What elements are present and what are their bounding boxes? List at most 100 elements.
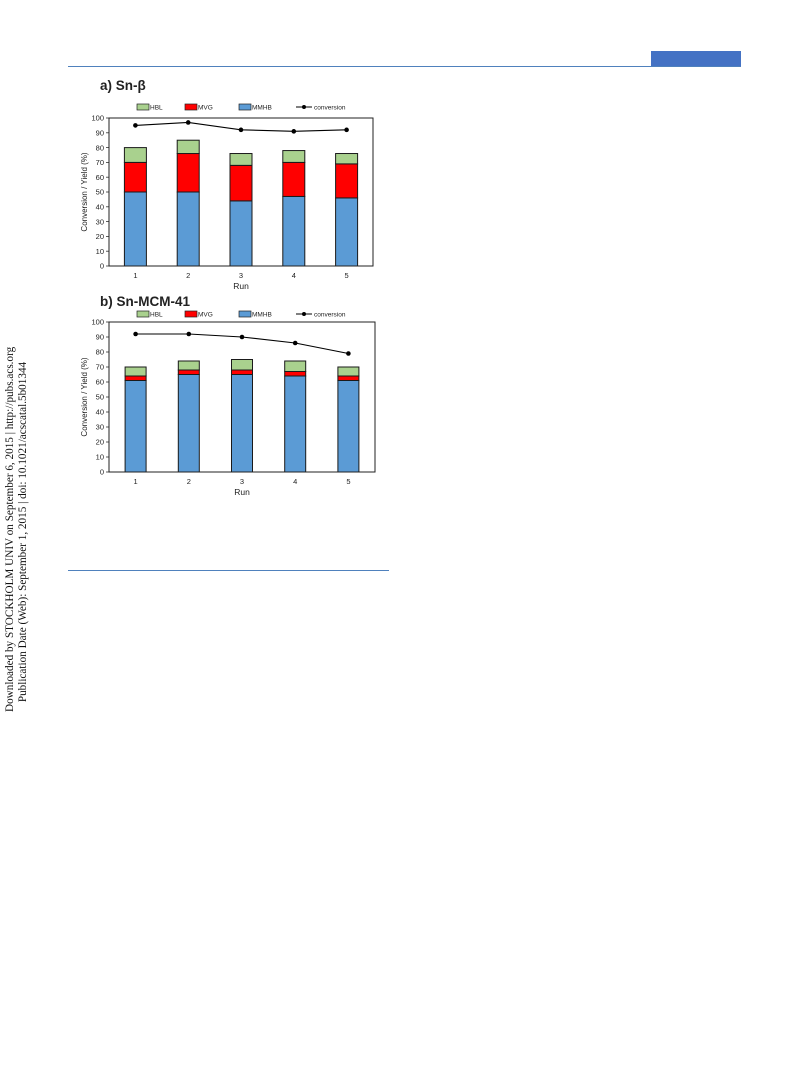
y-tick-label: 0 [100, 468, 104, 477]
download-note: Downloaded by STOCKHOLM UNIV on Septembe… [4, 346, 30, 712]
legend-conversion-marker [302, 105, 306, 109]
y-axis-label: Conversion / Yield (%) [80, 357, 89, 436]
bar-mmhb-run-3 [229, 200, 253, 267]
bar-mmhb-run-2 [176, 191, 200, 267]
y-tick-label: 90 [96, 129, 104, 138]
y-tick-label: 70 [96, 158, 104, 167]
legend-swatch-mvg [184, 103, 198, 111]
y-tick-label: 70 [96, 363, 104, 372]
legend-swatch-mvg [184, 310, 198, 318]
header-tab [651, 51, 741, 66]
y-tick-label: 100 [91, 318, 104, 327]
conversion-marker-run-3 [238, 127, 244, 133]
conversion-marker-run-1 [133, 331, 138, 337]
y-tick-label: 0 [100, 262, 104, 271]
y-tick-label: 80 [96, 348, 104, 357]
legend-conversion-marker [302, 312, 306, 316]
y-tick-label: 50 [96, 393, 104, 402]
conversion-marker-run-2 [186, 331, 192, 337]
conversion-marker-run-4 [292, 340, 298, 346]
x-tick-label: 4 [292, 271, 296, 280]
legend-label-conversion: conversion [314, 105, 346, 112]
footer-rule [68, 570, 389, 571]
bar-mvg-run-3 [229, 164, 253, 202]
bar-mmhb-run-4 [284, 375, 307, 473]
legend-swatch-mmhb [238, 310, 252, 318]
legend-label-mmhb: MMHB [252, 105, 272, 112]
bar-hbl-run-5 [337, 366, 360, 377]
download-note-line2: Publication Date (Web): September 1, 201… [17, 361, 29, 703]
y-tick-label: 100 [91, 114, 104, 123]
bar-hbl-run-1 [123, 147, 147, 163]
y-tick-label: 20 [96, 438, 104, 447]
bar-hbl-run-5 [335, 153, 359, 165]
bar-mmhb-run-5 [335, 197, 359, 267]
conversion-marker-run-5 [344, 127, 349, 133]
y-tick-label: 50 [96, 188, 104, 197]
y-tick-label: 10 [96, 453, 104, 462]
download-note-line1: Downloaded by STOCKHOLM UNIV on Septembe… [4, 346, 16, 712]
bar-mvg-run-5 [335, 163, 359, 199]
x-tick-label: 5 [346, 477, 350, 486]
conversion-marker-run-4 [291, 129, 297, 134]
y-tick-label: 60 [96, 378, 104, 387]
y-tick-label: 40 [96, 203, 104, 212]
chart-title: a) Sn-β [100, 78, 146, 93]
bar-mvg-run-4 [282, 161, 306, 197]
x-tick-label: 2 [187, 477, 191, 486]
bar-hbl-run-2 [176, 139, 200, 155]
y-tick-label: 20 [96, 232, 104, 241]
bar-hbl-run-3 [229, 153, 253, 166]
bar-hbl-run-2 [177, 360, 200, 371]
x-tick-label: 4 [293, 477, 297, 486]
conversion-marker-run-5 [346, 351, 351, 356]
bar-mvg-run-2 [176, 153, 200, 193]
legend-label-conversion: conversion [314, 312, 346, 319]
x-tick-label: 1 [134, 477, 138, 486]
x-tick-label: 3 [240, 477, 244, 486]
legend-label-mvg: MVG [198, 312, 213, 319]
y-tick-label: 60 [96, 173, 104, 182]
bar-hbl-run-4 [282, 150, 306, 163]
chart-title: b) Sn-MCM-41 [100, 294, 190, 309]
x-axis-label: Run [233, 281, 249, 291]
bar-hbl-run-3 [231, 359, 253, 371]
y-tick-label: 90 [96, 333, 104, 342]
bar-mmhb-run-2 [177, 374, 200, 473]
x-tick-label: 3 [239, 271, 243, 280]
plot-frame [108, 117, 374, 267]
conversion-marker-run-1 [133, 123, 138, 128]
legend-label-hbl: HBL [150, 312, 163, 319]
legend-swatch-hbl [136, 103, 150, 111]
y-tick-label: 30 [96, 217, 104, 226]
bar-mmhb-run-1 [123, 191, 147, 267]
bar-hbl-run-4 [284, 360, 307, 372]
bar-mvg-run-4 [284, 371, 307, 377]
y-tick-label: 40 [96, 408, 104, 417]
bar-mvg-run-1 [123, 161, 147, 193]
bar-mvg-run-1 [124, 375, 147, 381]
conversion-marker-run-2 [185, 120, 191, 125]
chart-sn-mcm-41: b) Sn-MCM-41 HBL MVG MMHB conversion 0 10 20 30 4… [80, 294, 376, 497]
y-tick-label: 30 [96, 423, 104, 432]
legend-swatch-hbl [136, 310, 150, 318]
bar-hbl-run-1 [124, 366, 147, 377]
bar-mmhb-run-5 [337, 380, 360, 473]
bar-mmhb-run-3 [231, 374, 253, 473]
legend-label-mmhb: MMHB [252, 312, 272, 319]
bar-mmhb-run-1 [124, 380, 147, 473]
x-tick-label: 1 [133, 271, 137, 280]
chart-sn-beta: a) Sn-β HBL MVG MMHB conversion 0 10 20 30 40 50 60… [80, 78, 374, 291]
x-tick-label: 2 [186, 271, 190, 280]
y-axis-label: Conversion / Yield (%) [80, 152, 89, 231]
legend-label-mvg: MVG [198, 105, 213, 112]
legend-label-hbl: HBL [150, 105, 163, 112]
bar-mmhb-run-4 [282, 195, 306, 267]
y-tick-label: 10 [96, 247, 104, 256]
y-tick-label: 80 [96, 143, 104, 152]
x-tick-label: 5 [345, 271, 349, 280]
header-rule [68, 66, 741, 67]
conversion-marker-run-3 [239, 334, 245, 340]
bar-mvg-run-2 [177, 369, 200, 375]
legend-swatch-mmhb [238, 103, 252, 111]
